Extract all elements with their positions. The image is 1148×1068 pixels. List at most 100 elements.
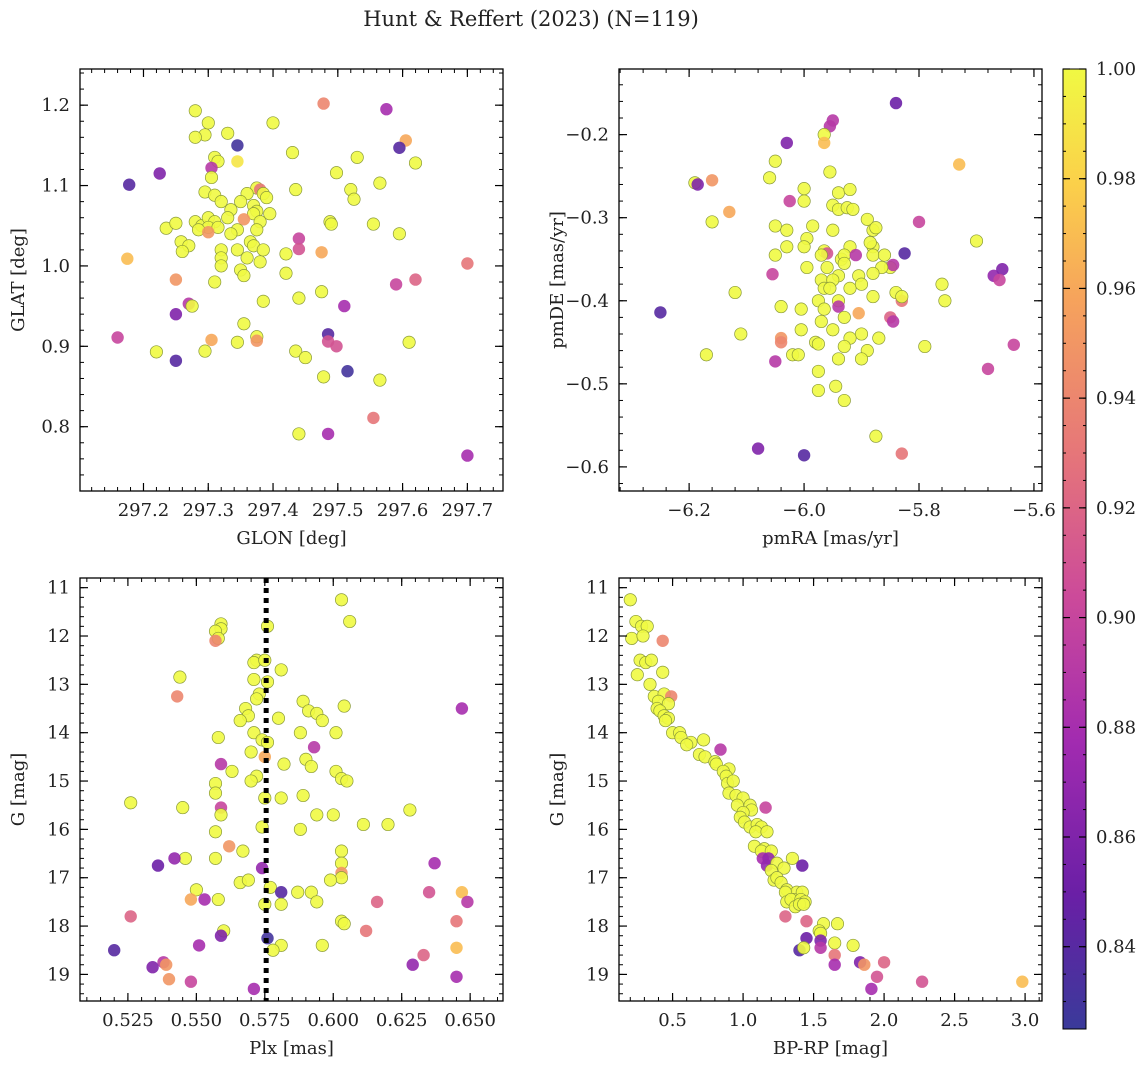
data-point [806, 219, 820, 233]
data-point [791, 348, 805, 362]
data-point [188, 130, 202, 144]
data-point [291, 885, 305, 899]
data-point [846, 938, 860, 952]
data-point [253, 255, 267, 269]
data-point [208, 786, 223, 800]
data-point [870, 970, 884, 983]
data-point [211, 892, 225, 907]
data-point [817, 302, 831, 316]
y-tick-label: −0.5 [565, 374, 609, 395]
y-tick-label: 1.0 [41, 256, 70, 277]
data-point [726, 774, 740, 788]
data-point [643, 677, 657, 691]
x-tick-label: −6.0 [782, 500, 826, 521]
y-axis-label: GLAT [deg] [8, 228, 29, 332]
data-point [250, 223, 264, 237]
data-point [723, 205, 736, 219]
y-tick-label: 19 [47, 964, 70, 985]
y-axis-label: G [mag] [8, 753, 29, 826]
data-point [774, 336, 788, 349]
data-point [250, 692, 264, 706]
data-point [192, 939, 206, 952]
data-point [247, 656, 261, 670]
data-point [111, 331, 124, 344]
data-point [198, 344, 212, 358]
data-point [189, 883, 203, 897]
data-point [823, 165, 837, 179]
data-point [811, 364, 825, 378]
panel-plx-g: 0.525 0.550 0.575 0.600 0.625 0.650 11 12 13 14 15… [8, 577, 504, 1059]
data-point [869, 221, 883, 235]
data-point [205, 333, 218, 347]
data-point [381, 817, 395, 832]
y-tick-label: 12 [586, 626, 609, 647]
data-point [402, 335, 416, 349]
data-point [828, 936, 842, 950]
data-point [699, 348, 713, 362]
x-tick-label: 297.7 [442, 500, 494, 521]
data-point [176, 801, 190, 815]
panel-cmd: 0.5 1.0 1.5 2.0 2.5 3.0 11 12 13 14 15 16 17 18 19 BP-R… [547, 577, 1043, 1059]
data-point [889, 96, 903, 110]
data-point [828, 948, 841, 962]
data-point [830, 917, 845, 931]
data-point [292, 232, 306, 245]
data-point [202, 226, 215, 239]
data-point [338, 299, 351, 313]
data-point [749, 825, 763, 839]
data-point [266, 116, 280, 130]
data-point [211, 730, 225, 745]
data-point [705, 174, 719, 187]
data-point [895, 290, 909, 304]
data-point [854, 327, 869, 341]
data-point [826, 223, 840, 237]
data-point [697, 733, 711, 747]
data-point [293, 822, 307, 836]
data-point [250, 334, 263, 347]
data-point [1007, 338, 1020, 351]
data-point [818, 136, 831, 150]
data-point [296, 788, 310, 803]
data-point [422, 886, 436, 899]
data-point [796, 859, 809, 872]
data-point [783, 194, 796, 208]
data-point [774, 300, 788, 314]
y-tick-label: 1.2 [41, 95, 70, 116]
data-point [274, 897, 288, 911]
data-point [341, 365, 354, 378]
data-point [214, 808, 228, 822]
data-point [831, 352, 846, 366]
data-point [214, 259, 228, 273]
data-point [184, 893, 198, 906]
data-point [169, 273, 183, 286]
data-point [169, 308, 183, 321]
data-point [359, 924, 373, 938]
data-point [292, 291, 306, 305]
data-point [895, 447, 908, 460]
data-point [350, 150, 364, 164]
data-point [198, 893, 211, 906]
data-point [705, 215, 719, 229]
data-point [171, 690, 184, 703]
data-point [392, 227, 406, 241]
data-point [356, 817, 370, 832]
data-point [461, 257, 474, 270]
data-point [373, 176, 387, 190]
scatter-points [108, 593, 474, 996]
y-tick-label: 14 [47, 723, 70, 744]
data-point [886, 315, 900, 328]
data-point [162, 973, 176, 986]
data-point [935, 277, 949, 291]
figure-title: Hunt & Reffert (2023) (N=119) [363, 7, 699, 31]
data-point [826, 323, 840, 337]
scatter-points [111, 97, 474, 462]
data-point [837, 339, 851, 354]
data-point [334, 871, 349, 885]
data-point [124, 910, 137, 923]
data-point [811, 383, 825, 398]
data-point [837, 393, 851, 408]
data-point [343, 614, 357, 629]
data-point [188, 104, 202, 118]
data-point [123, 178, 136, 191]
axes-frame [79, 68, 504, 492]
